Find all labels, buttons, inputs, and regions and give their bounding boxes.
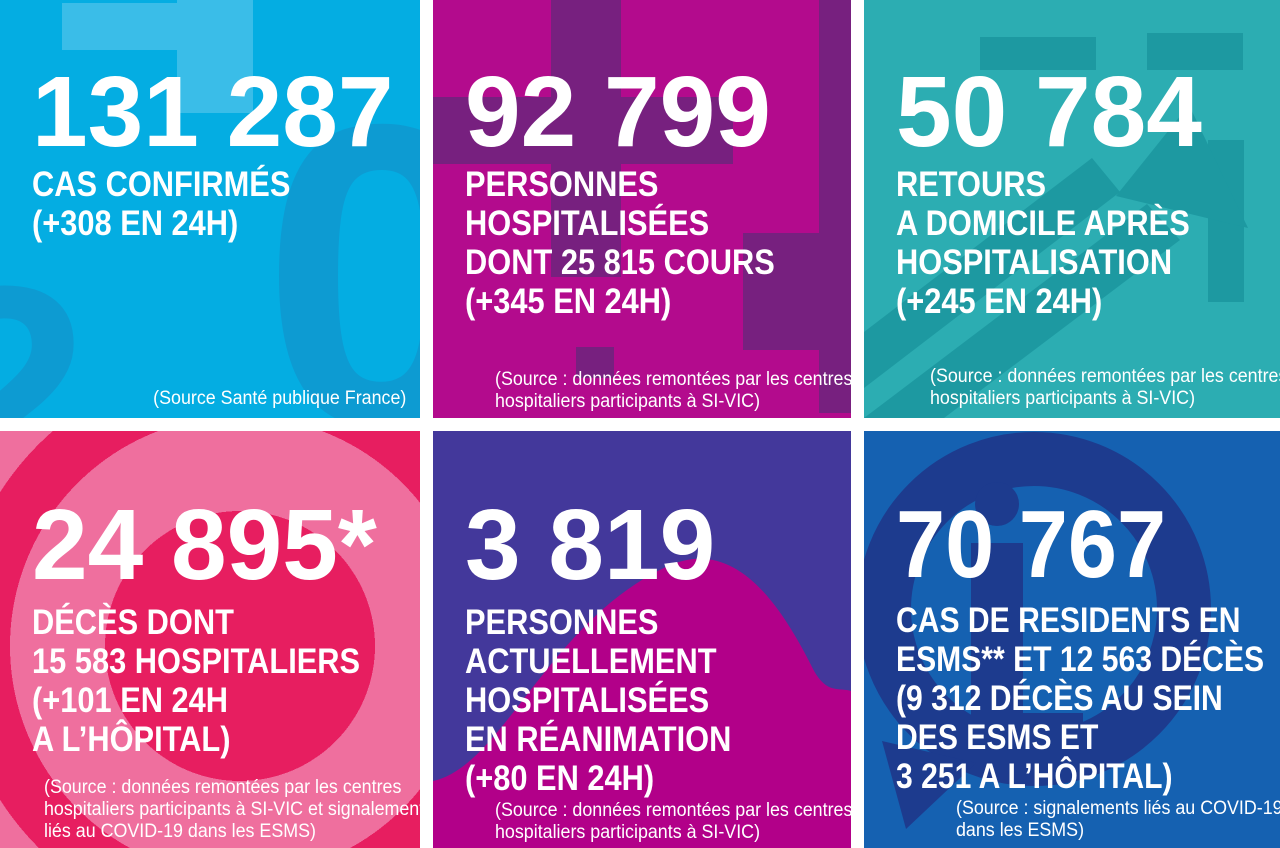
tile-cas-confirmes: 2 0 131 287 CAS CONFIRMÉS (+308 EN 24H) … [0, 0, 420, 418]
tile-retours-domicile: 50 784 RETOURS A DOMICILE APRÈS HOSPITAL… [864, 0, 1280, 418]
stat-label: RETOURS A DOMICILE APRÈS HOSPITALISATION… [896, 165, 1234, 321]
source-note: (Source : signalements liés au COVID-19 … [956, 798, 1280, 842]
up-right-arrow-decoration [864, 33, 1248, 418]
source-line: hospitaliers participants à SI-VIC) [930, 388, 1196, 409]
stat-label-line: A L’HÔPITAL) [32, 720, 231, 759]
plus-shape-decoration [177, 0, 253, 113]
source-line: hospitaliers participants à SI-VIC) [495, 822, 761, 843]
stat-label-line: (+345 EN 24H) [465, 282, 672, 321]
stat-label-line: (+245 EN 24H) [896, 282, 1103, 321]
stat-label-line: RETOURS [896, 165, 1047, 204]
source-line: (Source : données remontées par les cent… [495, 800, 851, 821]
source-note: (Source : données remontées par les cent… [495, 800, 851, 844]
tile-content: 50 784 RETOURS A DOMICILE APRÈS HOSPITAL… [864, 0, 1280, 418]
stat-label-line: (+308 EN 24H) [32, 204, 239, 243]
block-decoration [743, 233, 851, 350]
stat-label-line: A DOMICILE APRÈS [896, 204, 1190, 243]
stat-label-line: CAS DE RESIDENTS EN [896, 601, 1241, 640]
block-decoration [576, 347, 614, 378]
source-note: (Source : données remontées par les cent… [495, 369, 851, 413]
stat-label: DÉCÈS DONT 15 583 HOSPITALIERS (+101 EN … [32, 603, 373, 759]
stat-label-line: DONT 25 815 COURS [465, 243, 775, 282]
stat-label: CAS CONFIRMÉS (+308 EN 24H) [32, 165, 373, 243]
stat-number: 24 895* [32, 489, 377, 601]
tile-content: 3 819 PERSONNES ACTUELLEMENT HOSPITALISÉ… [433, 431, 851, 848]
stat-label-line: ACTUELLEMENT [465, 642, 717, 681]
stat-label-line: DES ESMS ET [896, 718, 1099, 757]
tile-personnes-hospitalisees: 92 799 PERSONNES HOSPITALISÉES DONT 25 8… [433, 0, 851, 418]
tile-content: 24 895* DÉCÈS DONT 15 583 HOSPITALIERS (… [0, 431, 420, 848]
source-line: hospitaliers participants à SI-VIC et si… [44, 799, 420, 820]
stat-label-line: CAS CONFIRMÉS [32, 165, 291, 204]
stat-number: 92 799 [465, 56, 771, 168]
stat-label-line: DÉCÈS DONT [32, 603, 234, 642]
source-line: (Source : signalements liés au COVID-19 [956, 798, 1280, 819]
stat-number: 3 819 [465, 489, 716, 601]
stat-label-line: (+80 EN 24H) [465, 759, 655, 798]
stat-label-line: 15 583 HOSPITALIERS [32, 642, 361, 681]
stat-label: PERSONNES HOSPITALISÉES DONT 25 815 COUR… [465, 165, 805, 321]
source-line: dans les ESMS) [956, 820, 1085, 841]
stat-label-line: HOSPITALISÉES [465, 204, 710, 243]
tile-content: 131 287 CAS CONFIRMÉS (+308 EN 24H) [0, 0, 420, 418]
stat-label: PERSONNES ACTUELLEMENT HOSPITALISÉES EN … [465, 603, 805, 798]
tile-cas-esms: 70 767 CAS DE RESIDENTS EN ESMS** ET 12 … [864, 431, 1280, 848]
stat-label-line: ESMS** ET 12 563 DÉCÈS [896, 640, 1265, 679]
source-line: liés au COVID-19 dans les ESMS) [44, 821, 316, 842]
stat-number: 70 767 [896, 491, 1167, 598]
source-line: (Source Santé publique France) [152, 388, 406, 409]
tile-deces: 24 895* DÉCÈS DONT 15 583 HOSPITALIERS (… [0, 431, 420, 848]
source-line: (Source : données remontées par les cent… [930, 366, 1280, 387]
digit-0-decoration: 0 [262, 36, 420, 418]
stat-label-line: (+101 EN 24H [32, 681, 229, 720]
source-note: (Source : données remontées par les cent… [44, 777, 420, 843]
source-line: hospitaliers participants à SI-VIC) [495, 391, 761, 412]
cross-shape-decoration [433, 97, 733, 164]
stat-number: 131 287 [32, 56, 394, 168]
source-note: (Source Santé publique France) [153, 388, 406, 410]
stat-label-line: PERSONNES [465, 603, 659, 642]
stat-label-line: EN RÉANIMATION [465, 720, 732, 759]
source-line: (Source : données remontées par les cent… [44, 777, 402, 798]
source-note: (Source : données remontées par les cent… [930, 366, 1280, 410]
digit-2-decoration: 2 [0, 223, 89, 418]
wave-blob-decoration [433, 558, 851, 848]
tile-content: 92 799 PERSONNES HOSPITALISÉES DONT 25 8… [433, 0, 851, 418]
stat-number: 50 784 [896, 56, 1202, 168]
tile-content: 70 767 CAS DE RESIDENTS EN ESMS** ET 12 … [864, 431, 1280, 848]
stat-label-line: HOSPITALISATION [896, 243, 1173, 282]
tile-reanimation: 3 819 PERSONNES ACTUELLEMENT HOSPITALISÉ… [433, 431, 851, 848]
stat-label-line: (9 312 DÉCÈS AU SEIN [896, 679, 1223, 718]
stat-label-line: PERSONNES [465, 165, 659, 204]
source-line: (Source : données remontées par les cent… [495, 369, 851, 390]
info-bubble-icon [864, 432, 1211, 829]
stat-label: CAS DE RESIDENTS EN ESMS** ET 12 563 DÉC… [896, 601, 1265, 796]
stat-label-line: 3 251 A L’HÔPITAL) [896, 757, 1173, 796]
stat-label-line: HOSPITALISÉES [465, 681, 710, 720]
